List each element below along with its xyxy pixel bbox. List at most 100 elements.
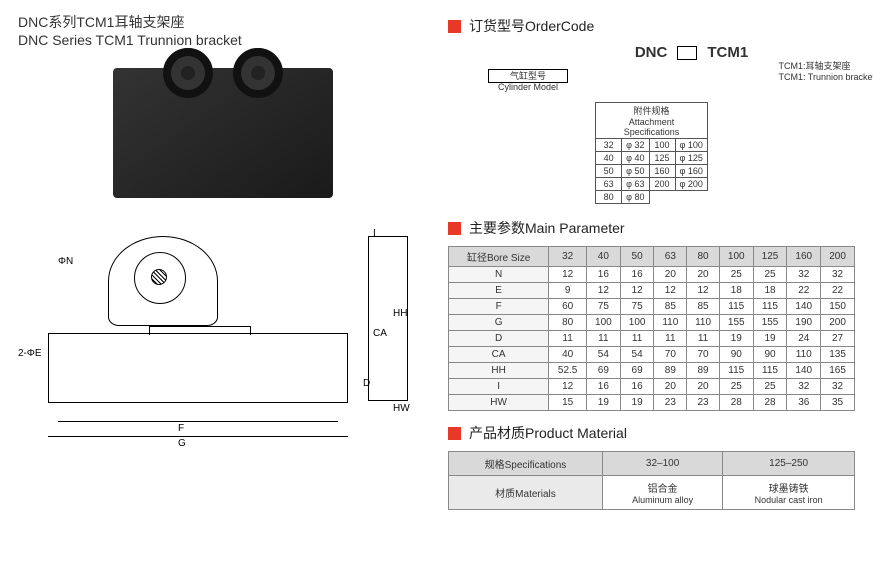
label-two-phi-e: 2-ΦE [18, 348, 42, 359]
param-cell: 16 [620, 267, 654, 283]
param-cell: 16 [586, 379, 620, 395]
param-cell: 28 [753, 395, 787, 411]
label-i: I [373, 228, 376, 239]
param-row: HH52.569698989115115140165 [449, 363, 855, 379]
param-cell: 19 [586, 395, 620, 411]
param-cell: HW [449, 395, 549, 411]
param-header-cell: 160 [787, 247, 821, 267]
param-header-cell: 40 [586, 247, 620, 267]
attach-h-cn: 附件规格 [600, 104, 703, 117]
param-cell: 18 [753, 283, 787, 299]
mat-header-cell: 32–100 [602, 452, 722, 476]
attach-cell: 50 [596, 165, 622, 178]
attach-cell: 63 [596, 178, 622, 191]
param-cell: 9 [549, 283, 587, 299]
param-cell: 69 [620, 363, 654, 379]
param-cell: 75 [620, 299, 654, 315]
param-cell: 155 [753, 315, 787, 331]
param-header-cell: 缸径Bore Size [449, 247, 549, 267]
param-cell: 11 [687, 331, 720, 347]
oc-cylinder-model: 气缸型号 Cylinder Model [488, 69, 568, 83]
ordercode-top-row: DNC TCM1 [528, 44, 855, 61]
oc-cyl-cn: 气缸型号 [490, 71, 566, 82]
attach-h-en: Attachment [600, 117, 703, 127]
param-cell: 36 [787, 395, 821, 411]
param-cell: 85 [654, 299, 687, 315]
attach-header: 附件规格 Attachment Specifications [596, 103, 708, 139]
param-cell: 85 [687, 299, 720, 315]
param-cell: 16 [586, 267, 620, 283]
param-cell: I [449, 379, 549, 395]
param-cell: 27 [821, 331, 855, 347]
param-cell: 115 [719, 363, 753, 379]
attach-cell: φ 40 [622, 152, 649, 165]
param-header-cell: 125 [753, 247, 787, 267]
main-parameter-table: 缸径Bore Size3240506380100125160200 N12161… [448, 246, 855, 411]
param-cell: 11 [549, 331, 587, 347]
attach-cell [649, 191, 675, 204]
param-cell: 12 [654, 283, 687, 299]
attach-row: 40φ 40125φ 125 [596, 152, 708, 165]
attach-row: 80φ 80 [596, 191, 708, 204]
param-cell: 25 [753, 379, 787, 395]
param-row: CA40545470709090110135 [449, 347, 855, 363]
param-cell: 32 [821, 379, 855, 395]
attach-cell: φ 125 [675, 152, 707, 165]
param-cell: E [449, 283, 549, 299]
param-row: F6075758585115115140150 [449, 299, 855, 315]
material-table: 规格Specifications32–100125–250 材质Material… [448, 451, 855, 510]
param-cell: 110 [787, 347, 821, 363]
param-cell: 12 [687, 283, 720, 299]
attach-cell: φ 200 [675, 178, 707, 191]
attach-cell: φ 32 [622, 139, 649, 152]
attach-cell: 32 [596, 139, 622, 152]
product-photo [113, 68, 333, 198]
param-row: I121616202025253232 [449, 379, 855, 395]
param-cell: 155 [719, 315, 753, 331]
param-header-cell: 80 [687, 247, 720, 267]
attach-cell: φ 100 [675, 139, 707, 152]
right-column: 订货型号OrderCode DNC TCM1 气缸型号 Cylinder Mod… [448, 12, 855, 510]
param-cell: 15 [549, 395, 587, 411]
attach-cell: φ 50 [622, 165, 649, 178]
drawing-front-base [48, 333, 348, 403]
param-cell: 90 [719, 347, 753, 363]
param-cell: 28 [719, 395, 753, 411]
attach-row: 63φ 63200φ 200 [596, 178, 708, 191]
attach-cell: 80 [596, 191, 622, 204]
param-header-cell: 200 [821, 247, 855, 267]
param-cell: 20 [654, 379, 687, 395]
param-cell: 89 [687, 363, 720, 379]
param-header-cell: 100 [719, 247, 753, 267]
param-cell: G [449, 315, 549, 331]
param-cell: N [449, 267, 549, 283]
param-cell: 12 [549, 379, 587, 395]
param-header-cell: 32 [549, 247, 587, 267]
label-hh: HH [393, 308, 407, 319]
param-cell: 89 [654, 363, 687, 379]
label-hw: HW [393, 403, 410, 414]
param-cell: 80 [549, 315, 587, 331]
param-cell: 190 [787, 315, 821, 331]
param-cell: 11 [620, 331, 654, 347]
param-cell: 22 [787, 283, 821, 299]
oc-cyl-en: Cylinder Model [490, 82, 566, 93]
param-cell: 110 [654, 315, 687, 331]
section-material-header: 产品材质Product Material [448, 423, 855, 443]
param-header-cell: 63 [654, 247, 687, 267]
param-cell: 52.5 [549, 363, 587, 379]
param-cell: 12 [586, 283, 620, 299]
oc-blank-box [677, 46, 697, 60]
param-cell: 32 [787, 379, 821, 395]
mat-cell-2: 球墨铸铁 Nodular cast iron [723, 476, 855, 510]
param-cell: 115 [753, 363, 787, 379]
param-row: HW151919232328283635 [449, 395, 855, 411]
oc-tcm1-note-en: TCM1: Trunnion bracket [778, 72, 873, 83]
param-row: D111111111119192427 [449, 331, 855, 347]
param-cell: 54 [620, 347, 654, 363]
attach-cell: φ 160 [675, 165, 707, 178]
attach-cell: 125 [649, 152, 675, 165]
param-cell: 22 [821, 283, 855, 299]
param-cell: 100 [620, 315, 654, 331]
attach-cell: 160 [649, 165, 675, 178]
